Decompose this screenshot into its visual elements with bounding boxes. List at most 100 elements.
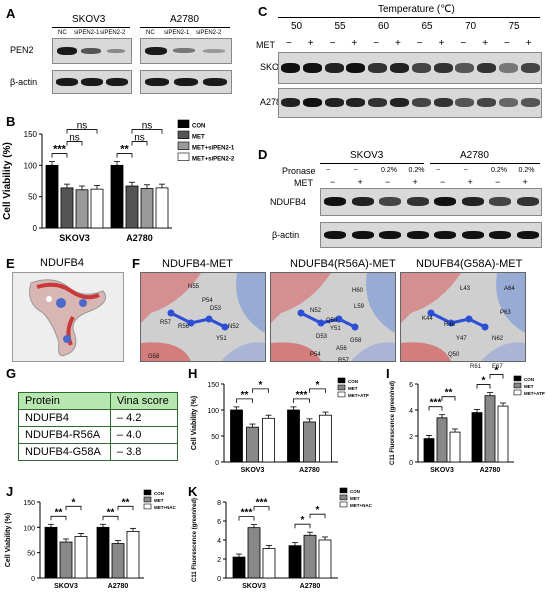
table-cell: NDUFB4 — [18, 409, 111, 427]
significance-label: ns — [134, 133, 145, 144]
blot-band — [516, 197, 539, 206]
legend-label: CON — [154, 491, 164, 496]
y-tick-label: 50 — [211, 434, 219, 441]
bar — [140, 188, 154, 229]
significance-label: ** — [241, 390, 249, 401]
y-axis-label: C11 Fluorescence (green/red) — [192, 498, 198, 582]
legend-swatch — [513, 375, 522, 382]
met-label: MET — [294, 178, 313, 188]
y-tick-label: 150 — [23, 500, 35, 507]
blot-band — [434, 231, 456, 239]
category-label: A2780 — [108, 583, 129, 590]
blot-pen2-skov3 — [52, 38, 132, 64]
legend-label: MET+ATP — [524, 391, 545, 396]
legend-label: CON — [350, 489, 360, 494]
temperature-label: 50 — [291, 21, 303, 32]
temperature-label: 60 — [378, 21, 390, 32]
bar — [303, 421, 316, 463]
blot-a2780-ndufb4 — [278, 88, 542, 118]
blot-band — [406, 231, 429, 239]
bar — [111, 543, 125, 579]
blot-band — [455, 63, 475, 73]
y-axis-label: Cell Viability (%) — [2, 142, 13, 220]
significance-label: * — [316, 505, 320, 516]
legend-label: MET+ATP — [348, 393, 369, 398]
residue-label: K44 — [422, 316, 433, 322]
panel-letter-e: E — [6, 256, 15, 271]
residue-label: L43 — [460, 286, 471, 292]
significance-bracket — [66, 129, 98, 134]
temperature-label: 65 — [421, 21, 433, 32]
residue-label: E67 — [492, 364, 503, 370]
category-label: A2780 — [300, 583, 321, 590]
blot-band — [461, 231, 484, 239]
category-label: SKOV3 — [59, 233, 90, 243]
bar — [449, 431, 461, 463]
blot-actin-skov3 — [52, 70, 132, 94]
blot-actin-a2780 — [140, 70, 232, 94]
bar — [318, 539, 332, 579]
pronase-value: 0.2% — [381, 167, 397, 174]
residue-label: R61 — [470, 364, 482, 370]
residue-label: P54 — [202, 298, 213, 304]
significance-bracket — [116, 153, 133, 158]
y-tick-label: 50 — [28, 193, 37, 202]
table-cell: – 4.2 — [109, 409, 179, 427]
significance-bracket — [309, 513, 326, 519]
legend-label: MET — [154, 498, 164, 503]
blot-band — [346, 63, 366, 73]
panel-letter-j: J — [6, 484, 14, 499]
table-header-cell: Vina score — [109, 392, 179, 410]
blot-band — [461, 197, 484, 206]
y-tick-label: 2 — [217, 557, 221, 564]
panel-letter-g: G — [6, 366, 17, 381]
significance-bracket — [66, 141, 83, 146]
blot-band — [499, 98, 518, 107]
structure-title: NDUFB4(R56A)-MET — [290, 258, 396, 270]
legend-label: MET+siPEN2-1 — [192, 146, 235, 152]
y-tick-label: 100 — [23, 525, 35, 532]
blot-band — [281, 98, 300, 107]
temperature-label: 55 — [334, 21, 346, 32]
blot-band — [433, 98, 453, 107]
met-sign: − — [504, 38, 510, 49]
blot-band — [434, 197, 456, 206]
blot-band — [324, 231, 346, 239]
significance-label: ** — [120, 144, 129, 156]
significance-bracket — [117, 505, 134, 511]
legend-label: MET+NAC — [154, 505, 177, 510]
blot-ndufb4-d — [320, 188, 542, 216]
legend-swatch — [177, 141, 190, 150]
row-label: NDUFB4 — [270, 197, 307, 207]
met-sign: − — [385, 177, 391, 187]
y-tick-label: 100 — [207, 408, 219, 415]
bar — [44, 526, 58, 579]
met-sign: + — [357, 177, 363, 187]
structure-view-image — [400, 272, 526, 362]
significance-bracket — [293, 398, 310, 403]
blot-band — [351, 197, 374, 206]
legend-swatch — [143, 503, 152, 510]
bar — [497, 405, 509, 463]
met-sign: − — [495, 177, 501, 187]
bar — [423, 438, 435, 463]
table-cell: – 3.8 — [109, 443, 179, 461]
table-row: NDUFB4-G58A – 3.8 — [18, 443, 179, 461]
met-sign: + — [525, 38, 532, 49]
residue-label: H60 — [352, 288, 364, 294]
blot-band — [455, 98, 475, 107]
blot-band — [281, 63, 300, 73]
bar — [110, 164, 124, 229]
pronase-value: − — [436, 167, 441, 174]
significance-label: * — [495, 366, 499, 377]
significance-label: ns — [142, 121, 153, 132]
row-label: β-actin — [10, 77, 38, 87]
panel-letter-a: A — [6, 6, 16, 21]
cell-line-label: SKOV3 — [72, 14, 106, 25]
met-sign: − — [373, 38, 380, 49]
bar — [232, 556, 246, 579]
residue-label: R46 — [444, 322, 456, 328]
